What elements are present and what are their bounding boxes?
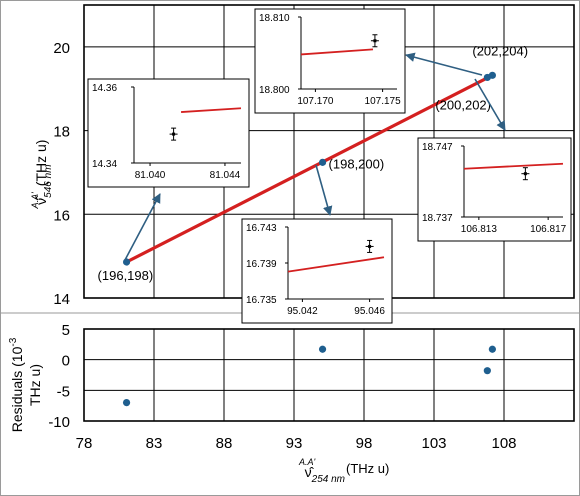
point-label: (202,204) (472, 43, 528, 58)
main-y-tick-label: 14 (53, 291, 70, 308)
inset-x-tick-label: 107.175 (365, 96, 402, 107)
main-y-tick-label: 18 (53, 124, 70, 141)
residuals-y-tick-label: -10 (48, 414, 70, 431)
fit-line (125, 73, 494, 264)
inset-panel: 18.810 18.800 107.170 107.175 (254, 8, 406, 114)
inset-y-tick-label: 18.737 (422, 213, 453, 224)
residuals-y-axis-label: Residuals (10-3 THz u) (8, 337, 43, 432)
x-tick-label: 83 (146, 435, 163, 452)
residuals-plot-frame (83, 328, 575, 422)
callout-arrow (474, 78, 506, 131)
x-label-symbol: ν̂ (305, 464, 315, 480)
residuals-y-label-line1: Residuals (10 (9, 346, 25, 432)
inset-y-tick-label: 14.36 (92, 83, 117, 94)
inset-frame (241, 218, 393, 324)
inset-x-tick-label: 95.042 (287, 306, 318, 317)
residual-point (488, 345, 496, 353)
x-tick-label: 78 (76, 435, 93, 452)
svg-text:ν̂254 nm: ν̂254 nm (305, 464, 345, 485)
residual-point (483, 367, 491, 375)
data-point (122, 258, 131, 266)
callout-arrow (405, 52, 483, 76)
inset-frame (87, 78, 250, 188)
inset-y-tick-label: 16.735 (246, 295, 277, 306)
main-y-tick-label: 20 (53, 40, 70, 57)
residuals-y-label-exponent: -3 (8, 337, 19, 346)
x-tick-label: 103 (421, 435, 446, 452)
x-label-unit: (THz u) (346, 461, 389, 476)
inset-y-tick-label: 18.810 (259, 13, 290, 24)
inset-y-tick-label: 18.747 (422, 142, 453, 153)
main-y-label-subscript: 546 nm (43, 164, 54, 197)
inset-panel: 18.747 18.737 106.813 106.817 (417, 137, 572, 242)
data-point (318, 158, 327, 166)
inset-fit-line (300, 48, 374, 56)
callout-arrow (315, 164, 333, 216)
residual-point (122, 399, 131, 407)
inset-y-tick-label: 16.743 (246, 223, 277, 234)
inset-data-point (523, 172, 527, 176)
x-tick-label: 98 (356, 435, 373, 452)
inset-x-tick-label: 107.170 (297, 96, 334, 107)
inset-y-tick-label: 16.739 (246, 259, 277, 270)
svg-text:Residuals (10-3: Residuals (10-3 (8, 337, 25, 432)
inset-fit-line (463, 162, 564, 170)
inset-frame (417, 137, 572, 242)
inset-x-tick-label: 81.044 (210, 170, 241, 181)
x-label-superscript: A.A' (298, 457, 316, 467)
residuals-y-tick-label: 0 (62, 353, 70, 370)
inset-x-tick-label: 106.817 (530, 224, 567, 235)
x-tick-label: 88 (216, 435, 233, 452)
residuals-y-tick-label: 5 (62, 322, 70, 339)
main-y-label-symbol: ν̂ (33, 195, 49, 205)
residual-point (318, 345, 327, 353)
x-tick-label: 108 (491, 435, 516, 452)
point-label: (198,200) (329, 156, 385, 171)
x-tick-label: 93 (286, 435, 303, 452)
main-y-axis-label: ν̂546 nmA.A' (THz u) (30, 140, 54, 210)
inset-data-point (373, 39, 377, 43)
inset-panels: 14.36 14.34 81.040 81.044 18.810 18.800 107.17… (87, 8, 572, 324)
inset-x-tick-label: 95.046 (354, 306, 385, 317)
x-label-subscript: 254 nm (311, 474, 345, 485)
residuals-y-tick-label: -5 (57, 383, 70, 400)
point-label: (196,198) (98, 268, 154, 283)
inset-x-tick-label: 81.040 (135, 170, 166, 181)
inset-panel: 16.743 16.739 16.735 95.042 95.046 (241, 218, 393, 324)
inset-y-tick-label: 18.800 (259, 85, 290, 96)
inset-fit-line (181, 107, 242, 113)
inset-data-point (172, 132, 176, 136)
inset-y-tick-label: 14.34 (92, 159, 117, 170)
inset-panel: 14.36 14.34 81.040 81.044 (87, 78, 250, 188)
callout-arrows (124, 52, 506, 261)
callout-arrow (124, 193, 161, 261)
inset-fit-line (287, 256, 385, 273)
residuals-panel: 78 83 88 93 98 103 108 5 0 -5 -10 (48, 322, 575, 452)
inset-x-tick-label: 106.813 (461, 224, 498, 235)
inset-data-point (368, 244, 372, 248)
svg-text:ν̂546 nmA.A'(THz u): ν̂546 nmA.A' (THz u) (30, 140, 54, 210)
main-y-label-superscript: A.A' (30, 192, 40, 210)
x-axis-label: ν̂254 nm A.A' (THz u) (298, 457, 389, 485)
point-label: (200,202) (435, 97, 491, 112)
main-y-label-unit: (THz u) (33, 140, 49, 187)
data-point (488, 71, 496, 79)
residuals-y-label-line2: THz u) (27, 364, 43, 406)
inset-frame (254, 8, 406, 114)
main-y-tick-label: 16 (53, 207, 70, 224)
